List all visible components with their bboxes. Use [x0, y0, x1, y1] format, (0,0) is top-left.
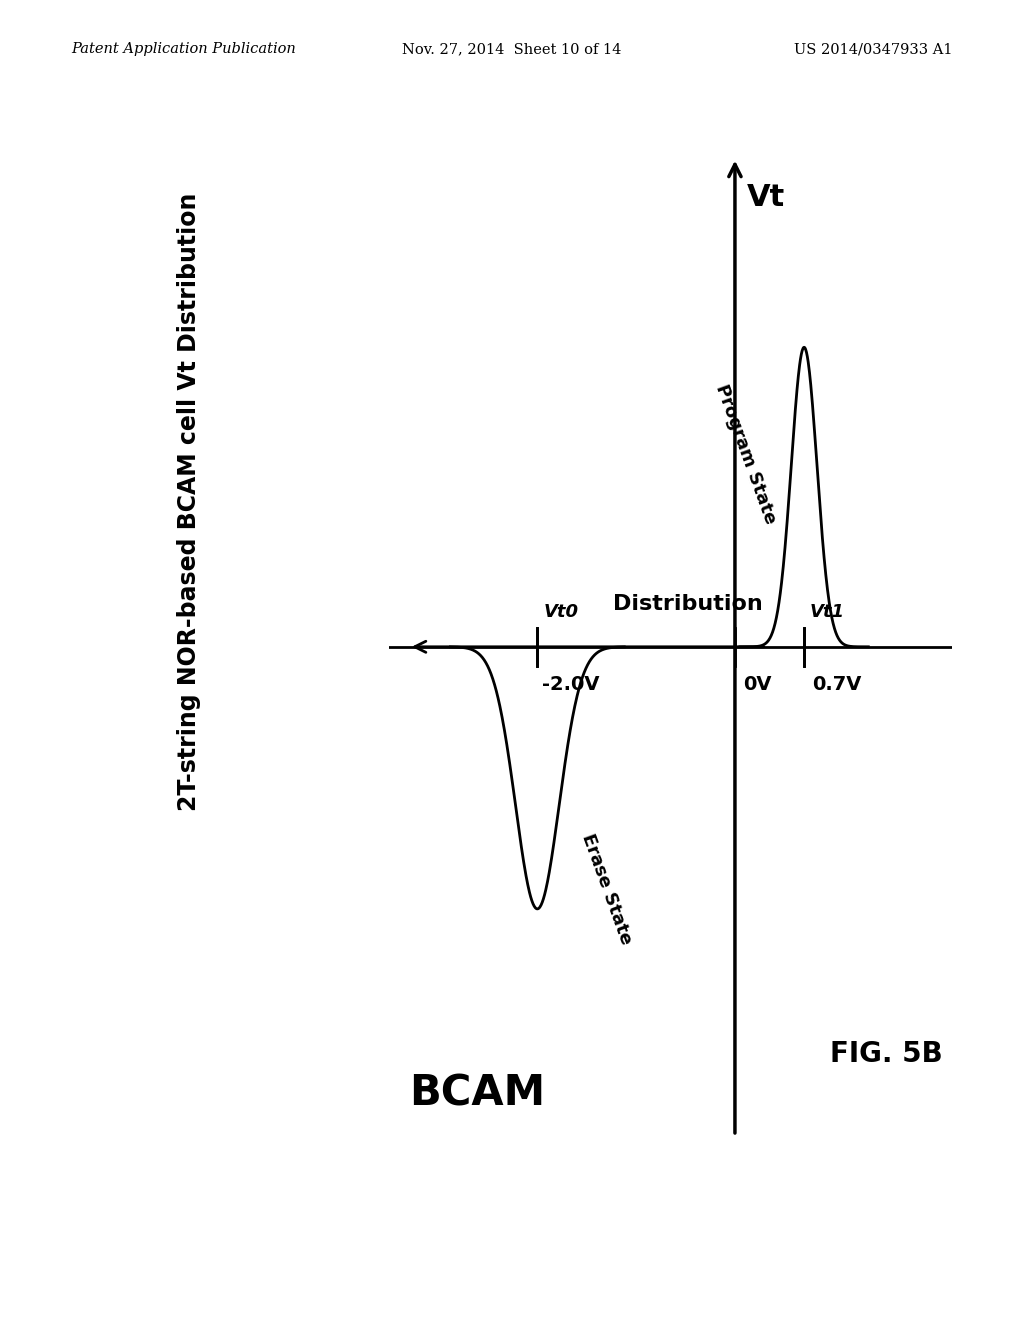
- Text: FIG. 5B: FIG. 5B: [829, 1040, 942, 1068]
- Text: Program State: Program State: [712, 381, 779, 527]
- Text: Vt0: Vt0: [544, 603, 579, 620]
- Text: Erase State: Erase State: [579, 830, 635, 946]
- Text: 2T-string NOR-based BCAM cell Vt Distribution: 2T-string NOR-based BCAM cell Vt Distrib…: [177, 193, 202, 810]
- Text: BCAM: BCAM: [409, 1073, 545, 1115]
- Text: Distribution: Distribution: [612, 594, 763, 614]
- Text: -2.0V: -2.0V: [543, 675, 600, 694]
- Text: Nov. 27, 2014  Sheet 10 of 14: Nov. 27, 2014 Sheet 10 of 14: [402, 42, 622, 57]
- Text: Vt1: Vt1: [810, 603, 845, 620]
- Text: US 2014/0347933 A1: US 2014/0347933 A1: [794, 42, 952, 57]
- Text: Patent Application Publication: Patent Application Publication: [72, 42, 296, 57]
- Text: 0V: 0V: [742, 675, 771, 694]
- Text: Vt: Vt: [746, 183, 785, 213]
- Text: 0.7V: 0.7V: [812, 675, 861, 694]
